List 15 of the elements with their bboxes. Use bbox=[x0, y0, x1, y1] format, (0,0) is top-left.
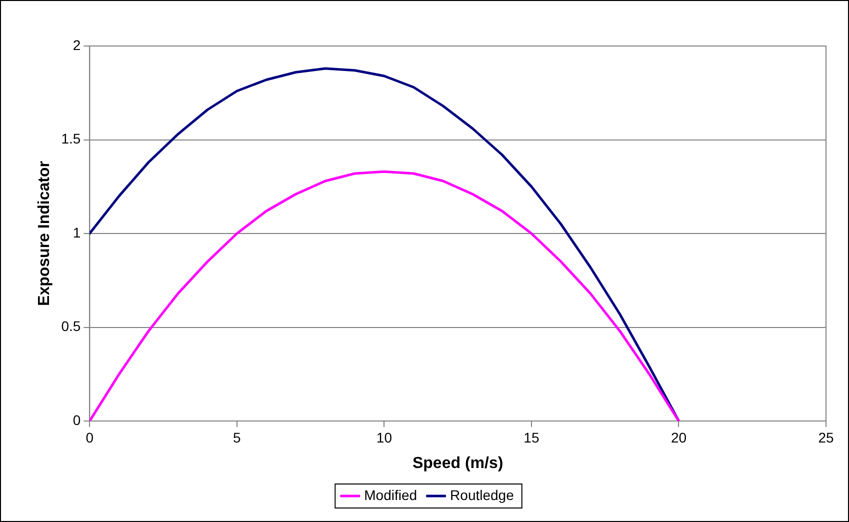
x-tick-label: 15 bbox=[524, 429, 540, 446]
x-tick-label: 5 bbox=[233, 429, 242, 446]
y-axis-title: Exposure Indicator bbox=[36, 161, 54, 306]
y-tick-label: 0.5 bbox=[61, 318, 81, 334]
x-tick-label: 20 bbox=[670, 429, 687, 446]
y-tick-label: 2 bbox=[72, 36, 81, 53]
y-tick-label: 0 bbox=[72, 412, 81, 428]
y-tick-label: 1.5 bbox=[61, 130, 81, 147]
legend-label: Routledge bbox=[450, 486, 514, 503]
x-tick-label: 25 bbox=[818, 429, 834, 446]
legend-label: Modified bbox=[364, 486, 418, 503]
y-tick-label: 1 bbox=[72, 224, 81, 240]
x-tick-label: 0 bbox=[86, 429, 94, 446]
x-tick-label: 10 bbox=[376, 429, 392, 446]
x-axis-title: Speed (m/s) bbox=[412, 454, 504, 472]
